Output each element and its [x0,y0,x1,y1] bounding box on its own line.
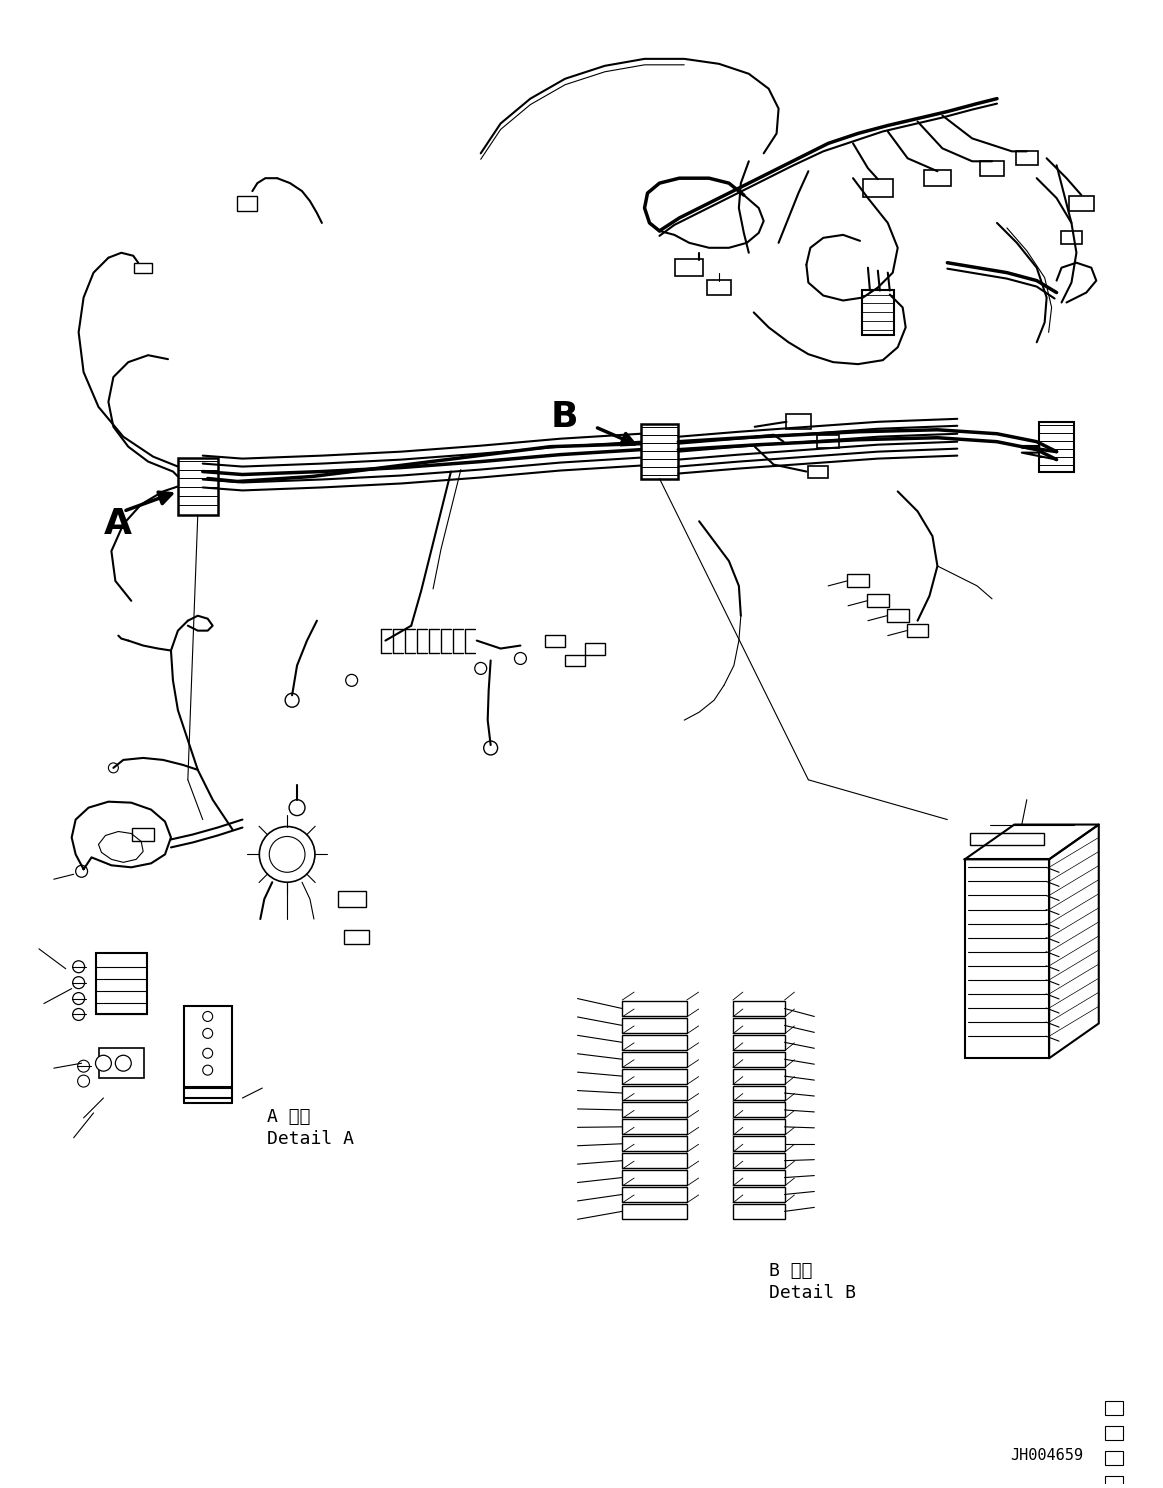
Bar [979,161,1005,176]
Bar [863,179,893,196]
Text: A: A [104,507,131,542]
Bar [99,1048,144,1079]
Bar [545,634,565,647]
Bar [622,1153,686,1168]
Bar [965,860,1049,1058]
Bar [733,1137,785,1152]
Bar [733,1187,785,1202]
Bar [733,1119,785,1134]
Bar [184,1006,231,1088]
Bar [733,1001,785,1016]
Bar [733,1170,785,1184]
Bar [95,952,148,1015]
Bar [733,1153,785,1168]
Text: A 詳細: A 詳細 [267,1109,311,1126]
Bar [733,1068,785,1083]
Circle shape [202,1065,213,1076]
Bar [178,458,217,515]
Bar [622,1034,686,1049]
Bar [1015,152,1037,165]
Bar [733,1086,785,1101]
Bar [641,424,678,479]
Circle shape [514,653,527,665]
Bar [707,280,732,295]
Circle shape [285,693,299,707]
Bar [733,1103,785,1117]
Circle shape [115,1055,131,1071]
Bar [622,1187,686,1202]
Text: Detail A: Detail A [267,1129,355,1147]
Circle shape [202,1028,213,1039]
Bar [133,827,154,841]
Bar [887,609,908,622]
Circle shape [270,836,305,872]
Bar [733,1018,785,1033]
Bar [818,434,840,448]
Circle shape [72,1009,85,1021]
Bar [622,1052,686,1067]
Circle shape [72,992,85,1004]
Circle shape [290,799,305,815]
Circle shape [78,1076,90,1088]
Text: Detail B: Detail B [769,1284,856,1302]
Text: B 詳細: B 詳細 [769,1262,812,1280]
Text: B: B [550,400,578,434]
Bar [907,623,928,637]
Circle shape [95,1055,112,1071]
Circle shape [259,826,315,882]
Bar [733,1034,785,1049]
Bar [676,259,704,277]
Circle shape [202,1012,213,1021]
Bar [622,1204,686,1219]
Bar [733,1204,785,1219]
Bar [622,1018,686,1033]
Bar [622,1001,686,1016]
Bar [337,891,365,908]
Bar [622,1086,686,1101]
Bar [622,1103,686,1117]
Bar [733,1052,785,1067]
Bar [585,643,605,655]
Bar [344,930,369,943]
Bar [1105,1476,1122,1488]
Bar [622,1137,686,1152]
Circle shape [78,1061,90,1073]
Circle shape [475,662,486,674]
Bar [1061,232,1083,244]
Bar [923,170,951,186]
Text: JH004659: JH004659 [1011,1448,1083,1464]
Bar [847,574,869,588]
Bar [622,1119,686,1134]
Bar [565,655,585,667]
Bar [862,290,893,335]
Bar [622,1068,686,1083]
Bar [134,263,152,272]
Bar [1105,1402,1122,1415]
Circle shape [108,763,119,772]
Bar [237,195,257,210]
Bar [808,466,828,478]
Bar [866,594,889,607]
Circle shape [76,866,87,878]
Circle shape [72,976,85,988]
Bar [622,1170,686,1184]
Bar [1069,195,1094,210]
Bar [786,414,811,429]
Circle shape [72,961,85,973]
Circle shape [345,674,357,686]
Circle shape [484,741,498,754]
Bar [970,833,1044,845]
Bar [1105,1426,1122,1440]
Bar [1105,1451,1122,1466]
Bar [1040,421,1073,472]
Circle shape [202,1048,213,1058]
